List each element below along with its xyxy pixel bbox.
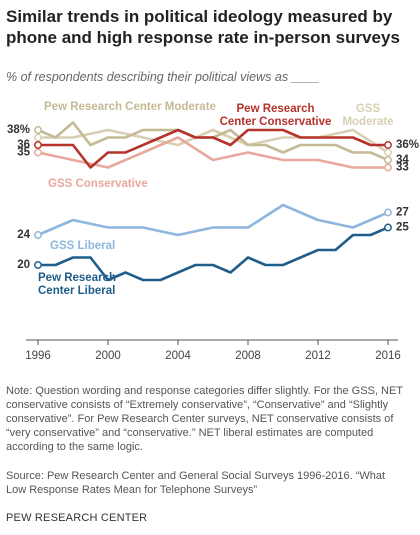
series-line [38, 226, 389, 282]
series-line [37, 121, 389, 162]
end-marker [384, 163, 392, 172]
series-line [38, 128, 389, 154]
value-label: 36% [396, 139, 419, 151]
end-marker [34, 148, 42, 157]
source: Source: Pew Research Center and General … [6, 470, 386, 496]
value-label: 36 [17, 139, 30, 151]
series-line [37, 203, 389, 237]
end-marker [34, 141, 42, 149]
end-marker [34, 261, 42, 269]
value-label: 27 [396, 207, 409, 219]
series-line [37, 136, 388, 169]
value-label: 38% [7, 124, 30, 136]
series-label: Pew Research Center Conservative [219, 103, 332, 128]
end-marker [384, 223, 392, 232]
chart: 1996 2000 2004 2008 2012 2016 38% 34 35 33 36 36% 24… [7, 121, 419, 362]
end-marker [384, 208, 392, 217]
series-label: Pew Research Center Liberal [38, 272, 116, 297]
x-tick-label: 2016 [375, 350, 401, 362]
x-tick-label: 2004 [165, 350, 191, 362]
value-label: 24 [17, 229, 30, 241]
series-label: GSS Conservative [48, 178, 148, 190]
series-label: Pew Research Center Moderate [44, 101, 216, 113]
series-label: GSS Liberal [50, 240, 116, 252]
note: Note: Question wording and response cate… [6, 385, 403, 453]
x-tick-label: 2012 [305, 350, 331, 362]
value-label: 25 [396, 222, 409, 234]
series-label: GSS Moderate [342, 103, 394, 128]
end-marker [384, 148, 392, 157]
end-marker [34, 133, 42, 142]
value-label: 34 [396, 154, 409, 166]
value-label: 20 [17, 259, 30, 271]
value-label: 35 [17, 147, 30, 159]
series-line [38, 128, 388, 169]
chart-subtitle: % of respondents describing their politi… [6, 70, 320, 84]
end-marker [384, 141, 392, 149]
end-marker [384, 156, 392, 164]
chart-title: Similar trends in political ideology mea… [6, 7, 400, 47]
x-tick-label: 1996 [25, 350, 51, 362]
end-marker [34, 126, 42, 134]
x-tick-label: 2000 [95, 350, 121, 362]
credit: PEW RESEARCH CENTER [6, 512, 148, 524]
value-label: 33 [396, 162, 409, 174]
x-tick-label: 2008 [235, 350, 261, 362]
end-marker [34, 231, 42, 239]
